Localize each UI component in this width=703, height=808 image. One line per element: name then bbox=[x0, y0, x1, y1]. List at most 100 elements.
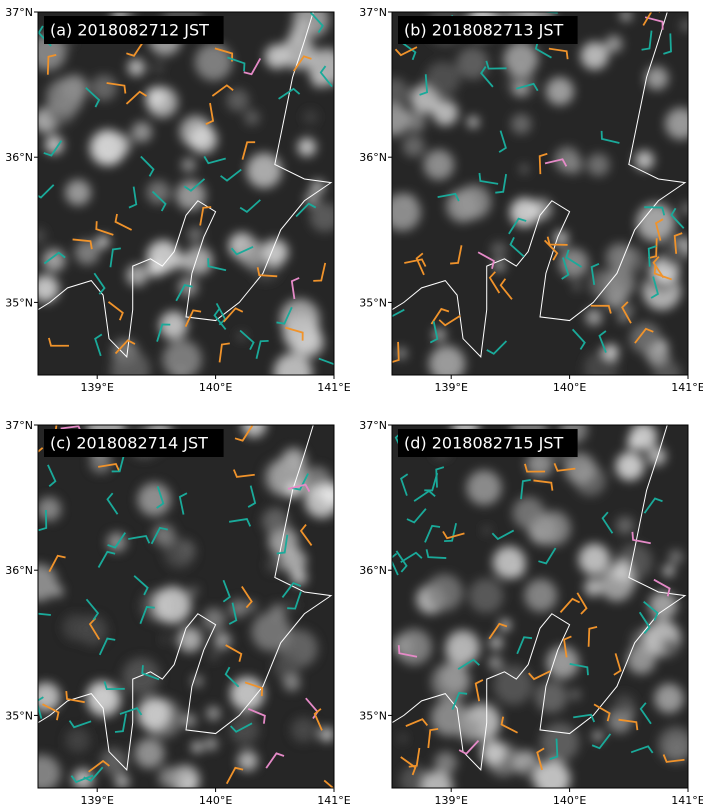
cloud bbox=[615, 516, 635, 535]
wind-barb bbox=[400, 473, 409, 496]
cloud bbox=[86, 682, 122, 717]
wind-barb bbox=[491, 529, 515, 541]
wind-barb bbox=[313, 262, 327, 282]
wind-barb bbox=[397, 645, 418, 658]
wind-barb bbox=[458, 739, 480, 755]
cloud bbox=[662, 565, 675, 577]
cloud bbox=[572, 282, 582, 291]
wind-barb bbox=[68, 720, 92, 729]
cloud bbox=[261, 507, 289, 535]
cloud bbox=[554, 146, 581, 173]
cloud bbox=[206, 706, 221, 721]
cloud bbox=[540, 722, 580, 762]
wind-barb bbox=[230, 245, 254, 256]
wind-barb bbox=[229, 722, 253, 733]
cloud bbox=[432, 100, 459, 126]
wind-barb bbox=[222, 579, 231, 603]
wind-barb bbox=[438, 314, 461, 327]
cloud bbox=[546, 646, 580, 679]
wind-barb bbox=[295, 202, 317, 218]
wind-barb bbox=[232, 469, 255, 478]
cloud bbox=[137, 482, 172, 517]
cloud bbox=[181, 157, 196, 173]
cloud bbox=[146, 180, 171, 205]
wind-barb bbox=[291, 473, 309, 491]
wind-barb bbox=[631, 531, 651, 545]
cloud bbox=[626, 645, 656, 675]
wind-barb bbox=[239, 329, 255, 351]
wind-barb bbox=[318, 357, 334, 366]
cloud bbox=[297, 137, 317, 157]
cloud bbox=[46, 78, 84, 116]
wind-barb bbox=[276, 306, 293, 325]
wind-barb bbox=[94, 333, 103, 357]
map-panel: (d) 2018082715 JST 139°E 140°E 141°E 35°N 36°… bbox=[359, 419, 703, 807]
x-tick-label: 139°E bbox=[434, 381, 467, 394]
wind-barb bbox=[630, 745, 654, 754]
wind-barb bbox=[234, 425, 254, 442]
cloud bbox=[558, 248, 589, 279]
wind-barb bbox=[553, 462, 576, 472]
panel-title: (c) 2018082714 JST bbox=[50, 434, 208, 453]
cloud bbox=[320, 483, 334, 506]
cloud bbox=[90, 74, 117, 101]
wind-barb bbox=[488, 271, 501, 294]
wind-barb bbox=[634, 327, 654, 344]
wind-barb bbox=[474, 679, 484, 702]
wind-barb bbox=[480, 66, 494, 88]
y-tick-label: 35°N bbox=[359, 709, 387, 722]
wind-barb bbox=[46, 53, 57, 75]
map-panel: (c) 2018082714 JST 139°E 140°E 141°E 35°N 36°… bbox=[5, 419, 351, 807]
wind-barb bbox=[477, 251, 495, 269]
cloud bbox=[291, 569, 308, 586]
title-box bbox=[398, 16, 578, 44]
cloud bbox=[658, 340, 668, 350]
cloud bbox=[162, 339, 202, 375]
cloud bbox=[445, 630, 481, 665]
wind-barb bbox=[536, 747, 545, 771]
cloud bbox=[493, 665, 533, 705]
wind-barb bbox=[93, 272, 106, 295]
y-tick-label: 37°N bbox=[359, 6, 387, 19]
cloud bbox=[661, 241, 687, 267]
cloud bbox=[615, 451, 645, 481]
wind-barb bbox=[229, 518, 252, 527]
wind-barb bbox=[281, 581, 302, 598]
panel-title: (a) 2018082712 JST bbox=[50, 21, 209, 40]
cloud bbox=[153, 586, 192, 624]
wind-barb bbox=[524, 463, 546, 473]
cloud bbox=[159, 311, 188, 340]
wind-barb bbox=[107, 301, 124, 321]
cloud bbox=[189, 125, 218, 154]
cloud bbox=[626, 436, 640, 450]
x-tick-label: 140°E bbox=[553, 381, 586, 394]
cloud bbox=[405, 112, 426, 133]
wind-barb bbox=[392, 552, 399, 576]
cloud bbox=[492, 546, 526, 579]
wind-barb bbox=[218, 342, 230, 363]
wind-barb bbox=[569, 662, 589, 676]
wind-barb bbox=[450, 245, 463, 265]
wind-barb bbox=[488, 622, 508, 640]
wind-barb bbox=[287, 591, 302, 610]
wind-barb bbox=[533, 479, 554, 491]
wind-barb bbox=[97, 550, 116, 568]
cloud bbox=[303, 109, 318, 125]
cloud bbox=[283, 674, 301, 692]
wind-barb bbox=[643, 497, 663, 514]
cloud bbox=[392, 634, 414, 657]
wind-barb bbox=[85, 598, 100, 621]
cloud bbox=[226, 89, 250, 112]
cloud bbox=[519, 164, 529, 174]
cloud bbox=[578, 543, 611, 576]
cloud bbox=[620, 12, 632, 22]
cloud bbox=[38, 754, 61, 788]
wind-barb bbox=[652, 256, 665, 279]
cloud bbox=[145, 86, 167, 108]
cloud bbox=[273, 652, 301, 680]
wind-barb bbox=[265, 752, 285, 769]
cloud bbox=[526, 450, 553, 478]
cloud bbox=[604, 268, 636, 299]
y-tick-label: 37°N bbox=[359, 419, 387, 432]
wind-barb bbox=[213, 308, 227, 331]
